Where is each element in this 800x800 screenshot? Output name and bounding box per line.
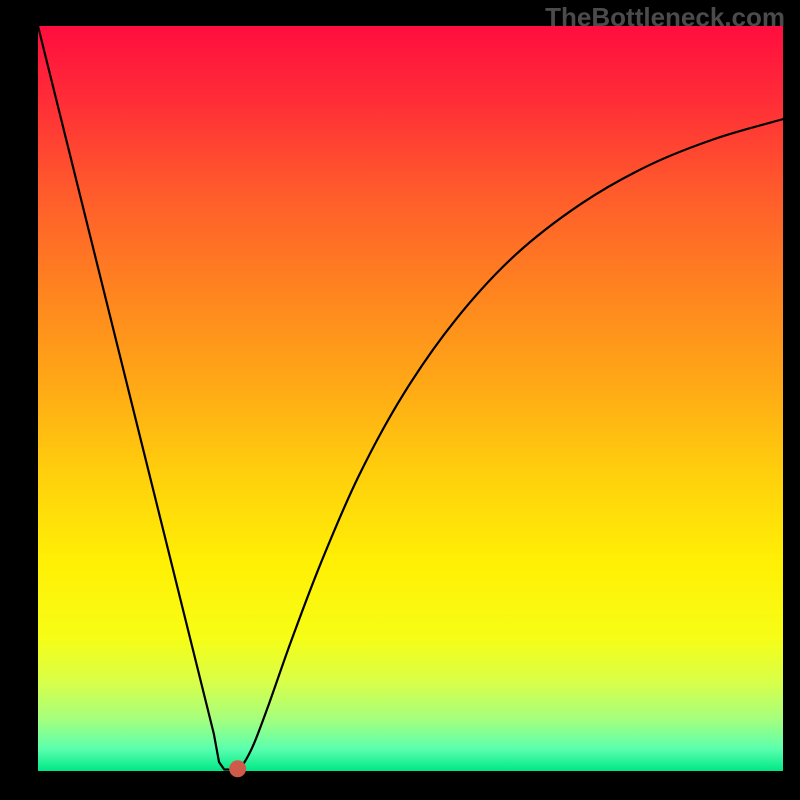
watermark-text: TheBottleneck.com (545, 2, 785, 33)
optimum-marker (229, 760, 246, 777)
plot-background (38, 26, 783, 771)
chart-canvas (0, 0, 800, 800)
